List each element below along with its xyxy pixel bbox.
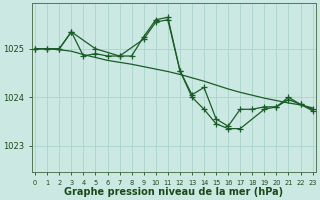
X-axis label: Graphe pression niveau de la mer (hPa): Graphe pression niveau de la mer (hPa) bbox=[64, 187, 284, 197]
